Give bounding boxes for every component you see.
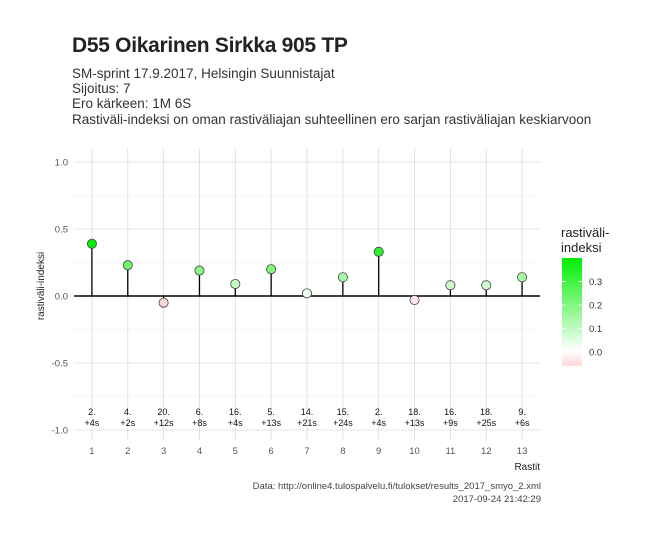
x-tick-label: 11 [445, 446, 455, 457]
point-label-rank: 5. [267, 407, 275, 417]
x-tick-label: 13 [517, 446, 528, 457]
legend-tick-label: 0.0 [589, 348, 602, 359]
data-point [517, 272, 528, 283]
point-label-time: +21s [297, 418, 317, 428]
data-point [445, 280, 456, 291]
y-tick-label: -0.5 [52, 359, 68, 370]
x-tick-label: 5 [233, 446, 238, 457]
y-tick-label: -1.0 [52, 426, 68, 437]
point-label-time: +25s [476, 418, 496, 428]
point-label-time: +4s [371, 418, 386, 428]
data-point [86, 238, 97, 249]
point-label-rank: 6. [196, 407, 204, 417]
legend-tick-label: 0.3 [589, 277, 602, 288]
point-label-rank: 2. [88, 407, 96, 417]
data-point [337, 272, 348, 283]
point-label-time: +13s [261, 418, 281, 428]
x-tick-label: 3 [161, 446, 166, 457]
point-label-rank: 16. [444, 407, 457, 417]
legend-tick-label: 0.1 [589, 324, 602, 335]
x-tick-label: 10 [409, 446, 420, 457]
data-point [158, 297, 169, 308]
data-point [409, 295, 420, 306]
point-label-time: +9s [443, 418, 458, 428]
x-tick-label: 12 [481, 446, 492, 457]
subtitle-index-explanation: Rastiväli-indeksi on oman rastiväliajan … [72, 112, 592, 127]
y-axis-title: rastiväli-indeksi [36, 252, 47, 320]
y-tick-label: 1.0 [55, 158, 68, 169]
point-label-time: +4s [228, 418, 243, 428]
subtitle-placement: Sijoitus: 7 [72, 81, 131, 96]
x-tick-label: 4 [197, 446, 202, 457]
data-point [230, 278, 241, 289]
data-point [194, 265, 205, 276]
point-label-rank: 4. [124, 407, 132, 417]
legend-tick-label: 0.2 [589, 301, 602, 312]
x-axis-title: Rastit [514, 462, 540, 473]
subtitle-gap-to-leader: Ero kärkeen: 1M 6S [72, 96, 192, 111]
x-tick-label: 1 [89, 446, 94, 457]
chart-title: D55 Oikarinen Sirkka 905 TP [72, 34, 348, 57]
point-label-rank: 16. [229, 407, 242, 417]
point-label-time: +4s [85, 418, 100, 428]
point-label-time: +12s [154, 418, 174, 428]
data-source-caption: Data: http://online4.tulospalvelu.fi/tul… [252, 481, 541, 492]
x-tick-label: 6 [269, 446, 274, 457]
legend-title-line-1: rastiväli- [561, 225, 609, 240]
point-label-time: +8s [192, 418, 207, 428]
point-label-rank: 20. [157, 407, 170, 417]
x-tick-label: 9 [376, 446, 381, 457]
point-label-rank: 18. [480, 407, 493, 417]
timestamp-caption: 2017-09-24 21:42:29 [452, 494, 541, 505]
point-label-rank: 18. [408, 407, 421, 417]
data-point [122, 260, 133, 271]
point-label-time: +6s [515, 418, 530, 428]
point-label-time: +13s [405, 418, 425, 428]
x-tick-label: 2 [125, 446, 130, 457]
point-label-rank: 14. [301, 407, 314, 417]
data-point [373, 246, 384, 257]
data-point [301, 288, 312, 299]
data-point [481, 280, 492, 291]
point-label-rank: 15. [337, 407, 350, 417]
x-tick-label: 8 [340, 446, 345, 457]
data-point [266, 264, 277, 275]
point-label-rank: 2. [375, 407, 383, 417]
legend-title-line-2: indeksi [561, 240, 602, 255]
point-label-time: +2s [120, 418, 135, 428]
y-tick-label: 0.5 [55, 225, 68, 236]
x-tick-label: 7 [304, 446, 309, 457]
y-tick-label: 0.0 [55, 292, 68, 303]
point-label-rank: 9. [518, 407, 526, 417]
subtitle-event: SM-sprint 17.9.2017, Helsingin Suunnista… [72, 66, 335, 81]
point-label-time: +24s [333, 418, 353, 428]
legend-colorbar [562, 258, 582, 366]
